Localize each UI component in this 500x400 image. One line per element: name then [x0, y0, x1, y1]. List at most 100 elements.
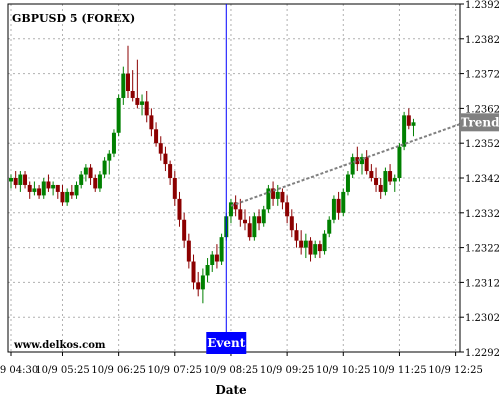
- candle: [196, 271, 201, 297]
- candle-body: [374, 178, 379, 185]
- candle: [392, 174, 397, 192]
- candle-body: [271, 188, 276, 199]
- x-tick-label: 10/9 05:25: [35, 365, 89, 376]
- candle-body: [41, 181, 46, 196]
- candle-body: [219, 237, 224, 262]
- candle-body: [247, 223, 252, 238]
- candles: [9, 45, 416, 304]
- candle: [378, 178, 383, 199]
- candle: [69, 184, 74, 199]
- candle: [243, 209, 247, 231]
- candle: [350, 153, 355, 178]
- candle-body: [243, 219, 247, 224]
- trend-line: [230, 121, 466, 207]
- candle-body: [111, 132, 116, 154]
- candle-body: [257, 216, 262, 224]
- candle-body: [37, 188, 42, 196]
- candle-body: [51, 184, 56, 189]
- x-tick-label: 10/9 10:25: [316, 365, 370, 376]
- candle: [308, 237, 313, 262]
- candle: [55, 184, 60, 199]
- candle: [233, 195, 238, 217]
- candle-body: [177, 198, 182, 220]
- candle-body: [144, 101, 149, 116]
- candle-body: [275, 191, 280, 199]
- candle-body: [168, 164, 173, 178]
- y-tick-label: 1.2372: [465, 70, 500, 81]
- candle-body: [289, 216, 294, 231]
- candle: [374, 167, 379, 192]
- candle: [182, 212, 187, 248]
- candle-body: [303, 240, 308, 248]
- candle-body: [261, 209, 266, 224]
- candle: [102, 157, 107, 178]
- candle: [345, 171, 350, 196]
- candle-body: [331, 198, 336, 220]
- candle-body: [406, 115, 411, 126]
- y-tick-label: 1.2332: [465, 209, 500, 220]
- candle: [79, 171, 84, 189]
- candle: [172, 171, 177, 206]
- candle-body: [97, 174, 102, 189]
- candle-body: [411, 122, 416, 126]
- candle-body: [336, 198, 341, 213]
- candle-body: [9, 178, 13, 182]
- candle: [200, 268, 205, 304]
- trend-marker: [461, 113, 499, 132]
- candle-body: [313, 244, 318, 255]
- candle-body: [364, 157, 369, 172]
- candle-body: [402, 115, 407, 147]
- candle: [154, 122, 159, 147]
- candle-body: [126, 73, 130, 91]
- candle: [327, 216, 332, 238]
- candle-body: [341, 191, 346, 213]
- candle: [210, 251, 215, 272]
- candle: [355, 146, 360, 172]
- candle-body: [102, 160, 107, 175]
- candle: [140, 94, 145, 116]
- candle-body: [350, 157, 355, 175]
- candle-body: [79, 174, 84, 185]
- y-tick-label: 1.2392: [465, 0, 500, 11]
- candle: [74, 181, 79, 199]
- x-tick-label: 10/9 12:25: [428, 365, 482, 376]
- x-tick-label: 10/9 08:25: [204, 365, 258, 376]
- candle: [107, 150, 112, 175]
- candle-body: [130, 91, 135, 98]
- candle: [228, 198, 233, 224]
- candle-body: [158, 143, 163, 154]
- candle: [13, 171, 18, 189]
- candle: [168, 160, 173, 185]
- candle: [388, 164, 393, 185]
- candle-body: [32, 188, 37, 192]
- candle: [97, 171, 102, 192]
- candle-body: [74, 184, 79, 196]
- candle: [18, 171, 23, 192]
- candle-body: [228, 202, 233, 217]
- candle-body: [369, 171, 374, 178]
- candle-body: [299, 240, 304, 248]
- candle-body: [83, 167, 88, 175]
- candle-body: [191, 261, 196, 283]
- candle-body: [360, 157, 364, 165]
- candle-body: [18, 174, 23, 185]
- candle: [83, 164, 88, 182]
- candle: [322, 230, 327, 255]
- candle-body: [196, 282, 201, 290]
- candle-body: [107, 153, 112, 161]
- candle: [261, 205, 266, 227]
- candle: [303, 233, 308, 259]
- candle-body: [322, 233, 327, 252]
- candle: [317, 240, 322, 259]
- candle-body: [378, 184, 383, 192]
- candle: [336, 191, 341, 220]
- candle: [411, 118, 416, 137]
- y-tick-label: 1.2292: [465, 348, 500, 359]
- candle: [271, 181, 276, 206]
- candle: [41, 178, 46, 199]
- candle: [32, 181, 37, 196]
- candle: [177, 191, 182, 227]
- candle: [46, 174, 51, 192]
- candle-body: [69, 191, 74, 196]
- y-tick-label: 1.2362: [465, 104, 500, 115]
